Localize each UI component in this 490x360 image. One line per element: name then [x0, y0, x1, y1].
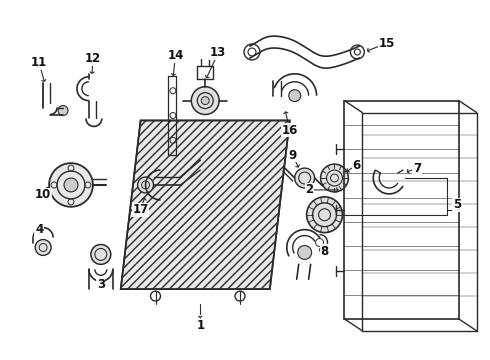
- Circle shape: [298, 246, 312, 260]
- Circle shape: [191, 87, 219, 114]
- Text: 7: 7: [413, 162, 421, 175]
- Text: 17: 17: [132, 203, 149, 216]
- Text: 13: 13: [210, 46, 226, 59]
- Text: 12: 12: [85, 53, 101, 66]
- Text: 16: 16: [282, 124, 298, 137]
- Text: 9: 9: [289, 149, 297, 162]
- Circle shape: [64, 178, 78, 192]
- Text: 15: 15: [379, 37, 395, 50]
- Circle shape: [320, 164, 348, 192]
- Circle shape: [289, 90, 301, 102]
- Text: 14: 14: [167, 49, 184, 63]
- Circle shape: [307, 197, 343, 233]
- Text: 2: 2: [306, 184, 314, 197]
- Text: 6: 6: [352, 159, 361, 172]
- Text: 4: 4: [35, 223, 43, 236]
- Text: 11: 11: [31, 57, 48, 69]
- Text: 1: 1: [196, 319, 204, 332]
- Circle shape: [35, 239, 51, 255]
- Circle shape: [91, 244, 111, 264]
- Circle shape: [138, 177, 153, 193]
- Circle shape: [49, 163, 93, 207]
- Circle shape: [201, 96, 209, 105]
- Circle shape: [294, 168, 315, 188]
- Text: 8: 8: [320, 245, 329, 258]
- Text: 10: 10: [35, 188, 51, 201]
- Text: 5: 5: [453, 198, 461, 211]
- Circle shape: [58, 105, 68, 116]
- Polygon shape: [121, 121, 290, 289]
- Text: 3: 3: [97, 278, 105, 291]
